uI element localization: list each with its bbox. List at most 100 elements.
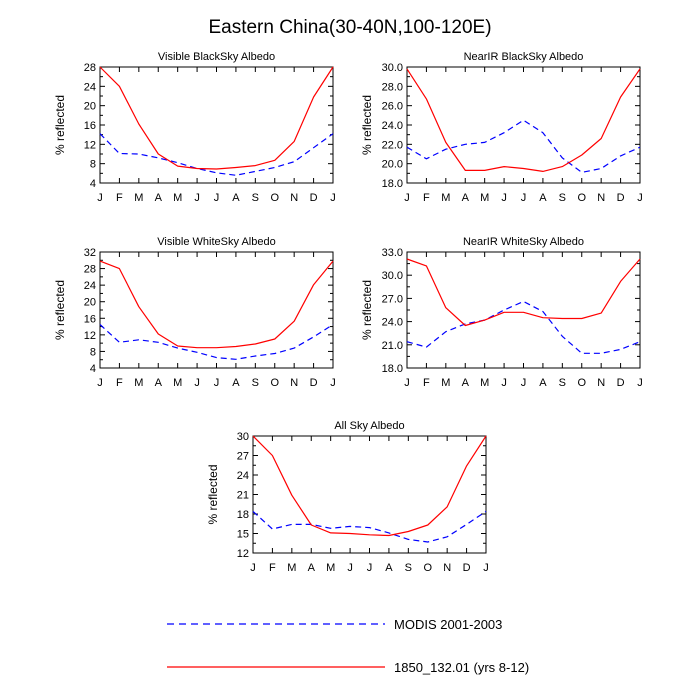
series-line-model (99, 260, 334, 349)
y-tick-label: 8 (90, 346, 96, 358)
x-tick-label: O (423, 562, 432, 574)
x-tick-label: M (480, 192, 489, 204)
x-tick-label: D (310, 377, 318, 389)
y-axis-label: % reflected (206, 464, 220, 524)
x-tick-label: M (134, 192, 143, 204)
x-tick-label: J (637, 377, 643, 389)
x-tick-label: J (330, 377, 336, 389)
x-tick-label: S (405, 562, 412, 574)
y-tick-label: 26.0 (382, 101, 403, 113)
y-tick-label: 18.0 (382, 178, 403, 190)
y-tick-label: 20 (84, 297, 96, 309)
x-tick-label: A (539, 377, 547, 389)
x-tick-label: M (441, 377, 450, 389)
y-tick-label: 24.0 (382, 317, 403, 329)
x-tick-label: J (483, 562, 489, 574)
y-axis-label: % reflected (360, 95, 374, 155)
x-tick-label: A (539, 192, 547, 204)
x-tick-label: F (116, 192, 123, 204)
x-tick-label: J (521, 377, 527, 389)
y-tick-label: 21 (237, 490, 249, 502)
panel-title: All Sky Albedo (334, 420, 404, 432)
plot-frame (99, 251, 334, 369)
x-tick-label: M (287, 562, 296, 574)
panel-title: Visible BlackSky Albedo (158, 51, 275, 63)
series-line-modis (252, 510, 487, 543)
y-tick-label: 21.0 (382, 340, 403, 352)
y-tick-label: 12 (84, 330, 96, 342)
x-tick-label: M (441, 192, 450, 204)
figure-title: Eastern China(30-40N,100-120E) (208, 17, 491, 38)
x-tick-label: N (290, 377, 298, 389)
x-tick-label: J (194, 377, 200, 389)
y-tick-label: 18.0 (382, 363, 403, 375)
x-tick-label: D (463, 562, 471, 574)
y-tick-label: 18 (237, 509, 249, 521)
y-tick-label: 27.0 (382, 293, 403, 305)
x-tick-label: J (404, 377, 410, 389)
series-line-modis (99, 323, 334, 360)
y-tick-label: 28 (84, 264, 96, 276)
y-tick-label: 4 (90, 363, 96, 375)
plot-frame (252, 435, 487, 554)
y-tick-label: 4 (90, 178, 96, 190)
y-tick-label: 24 (84, 280, 96, 292)
y-axis-label: % reflected (53, 95, 67, 155)
y-tick-label: 28.0 (382, 81, 403, 93)
panel-title: NearIR WhiteSky Albedo (463, 236, 584, 248)
y-tick-label: 30 (237, 431, 249, 443)
x-tick-label: A (155, 192, 163, 204)
y-axis-label: % reflected (360, 280, 374, 340)
x-tick-label: M (134, 377, 143, 389)
x-tick-label: J (250, 562, 256, 574)
x-tick-label: A (155, 377, 163, 389)
x-tick-label: A (308, 562, 316, 574)
x-tick-label: S (559, 192, 566, 204)
series-line-modis (406, 119, 641, 173)
x-tick-label: A (385, 562, 393, 574)
y-tick-label: 27 (237, 451, 249, 463)
x-tick-label: J (97, 192, 103, 204)
x-tick-label: F (269, 562, 276, 574)
x-tick-label: N (597, 192, 605, 204)
y-tick-label: 24 (237, 470, 249, 482)
y-tick-label: 33.0 (382, 247, 403, 259)
panel-title: Visible WhiteSky Albedo (157, 236, 275, 248)
y-tick-label: 22.0 (382, 139, 403, 151)
x-tick-label: A (462, 377, 470, 389)
x-tick-label: J (214, 377, 220, 389)
x-tick-label: J (404, 192, 410, 204)
y-tick-label: 30.0 (382, 62, 403, 74)
y-tick-label: 24.0 (382, 120, 403, 132)
x-tick-label: J (214, 192, 220, 204)
x-tick-label: D (617, 192, 625, 204)
x-tick-label: J (501, 192, 507, 204)
x-tick-label: S (252, 377, 259, 389)
x-tick-label: S (252, 192, 259, 204)
x-tick-label: O (270, 192, 279, 204)
y-tick-label: 24 (84, 81, 96, 93)
legend-model-label: 1850_132.01 (yrs 8-12) (394, 660, 529, 675)
plot-frame (99, 66, 334, 184)
x-tick-label: J (194, 192, 200, 204)
y-tick-label: 20 (84, 101, 96, 113)
x-tick-label: O (270, 377, 279, 389)
x-tick-label: A (462, 192, 470, 204)
x-tick-label: D (617, 377, 625, 389)
x-tick-label: F (116, 377, 123, 389)
x-tick-label: F (423, 377, 430, 389)
series-line-model (406, 258, 641, 327)
y-tick-label: 20.0 (382, 159, 403, 171)
x-tick-label: A (232, 192, 240, 204)
x-tick-label: J (521, 192, 527, 204)
y-tick-label: 30.0 (382, 270, 403, 282)
x-tick-label: N (290, 192, 298, 204)
y-axis-label: % reflected (53, 280, 67, 340)
x-tick-label: F (423, 192, 430, 204)
plot-frame (406, 251, 641, 369)
